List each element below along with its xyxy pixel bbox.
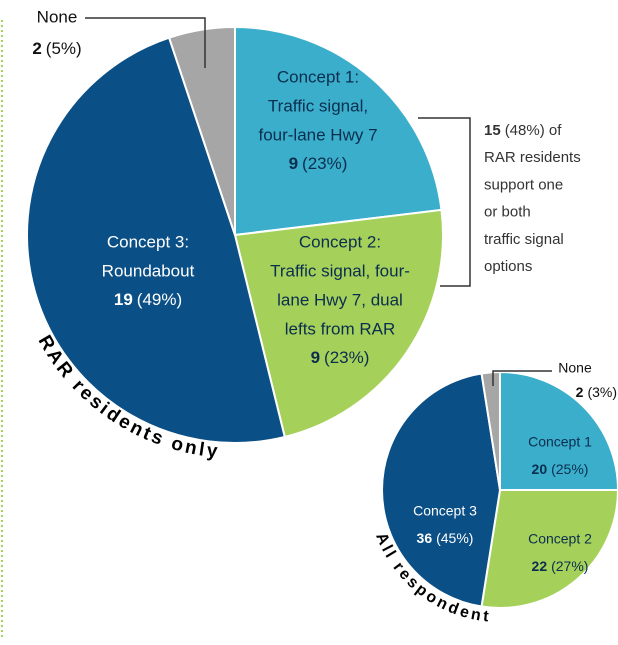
- slice-share: (45%): [436, 530, 473, 546]
- annotation-line: traffic signal: [484, 231, 564, 248]
- annotation: RAR residents: [484, 149, 581, 166]
- slice-value: 20 (25%): [532, 461, 589, 477]
- slice-share: (5%): [46, 39, 82, 58]
- pie-slice: [167, 25, 236, 236]
- slice-share: (3%): [587, 384, 617, 400]
- pie-slice: [233, 208, 444, 439]
- pie-slice: [480, 489, 618, 609]
- annotation: 15 (48%) of: [484, 122, 562, 139]
- annotation-line: (48%) of: [505, 122, 563, 139]
- leader-line: [85, 17, 206, 68]
- slice-share: (25%): [551, 461, 588, 477]
- pie-slice: [499, 370, 618, 491]
- slice-label: Traffic signal,: [268, 96, 368, 115]
- slice-share: (49%): [137, 290, 182, 309]
- slice-share: (27%): [551, 558, 588, 574]
- slice-label: Concept 3: [413, 503, 477, 519]
- slice-value: 2 (5%): [32, 39, 81, 58]
- slice-count: 36: [417, 530, 433, 546]
- slice-count: 19: [114, 290, 133, 309]
- slice-label: four-lane Hwy 7: [258, 125, 377, 144]
- slice-count: 22: [532, 558, 548, 574]
- slice-label: Traffic signal, four-: [270, 261, 410, 280]
- annotation-line: options: [484, 258, 532, 275]
- slice-value: 9 (23%): [289, 154, 348, 173]
- annotation: options: [484, 258, 532, 275]
- annotation-line: or both: [484, 204, 531, 221]
- annotation-line: RAR residents: [484, 149, 581, 166]
- slice-count: 9: [289, 154, 298, 173]
- slice-label: None: [37, 7, 78, 26]
- slice-value: 2 (3%): [576, 384, 617, 400]
- annotation-count: 15: [484, 122, 501, 139]
- pie-slice: [381, 372, 502, 608]
- slice-label: Concept 1: [528, 434, 592, 450]
- slice-label: Roundabout: [102, 261, 195, 280]
- slice-count: 20: [532, 461, 548, 477]
- annotation: support one: [484, 176, 563, 193]
- slice-label: None: [558, 360, 592, 376]
- slice-label: lefts from RAR: [285, 319, 396, 338]
- pie-slice: [234, 25, 443, 237]
- leader-line: [492, 370, 552, 386]
- slice-count: 2: [576, 384, 584, 400]
- slice-label: Concept 2: [528, 531, 592, 547]
- annotation: or both: [484, 204, 531, 221]
- slice-count: 9: [311, 348, 320, 367]
- slice-value: 9 (23%): [311, 348, 370, 367]
- slice-label: Concept 2:: [299, 232, 381, 251]
- annotation-line: support one: [484, 176, 563, 193]
- slice-share: (23%): [302, 154, 347, 173]
- slice-label: Concept 3:: [107, 232, 189, 251]
- slice-value: 19 (49%): [114, 290, 182, 309]
- slice-label: lane Hwy 7, dual: [277, 290, 403, 309]
- slice-label: Concept 1:: [277, 67, 359, 86]
- slice-share: (23%): [324, 348, 369, 367]
- slice-value: 36 (45%): [417, 530, 474, 546]
- pie-slice: [26, 36, 286, 444]
- slice-count: 2: [32, 39, 41, 58]
- annotation: traffic signal: [484, 231, 564, 248]
- pie-slice: [480, 370, 501, 491]
- slice-value: 22 (27%): [532, 558, 589, 574]
- bracket: [418, 117, 471, 287]
